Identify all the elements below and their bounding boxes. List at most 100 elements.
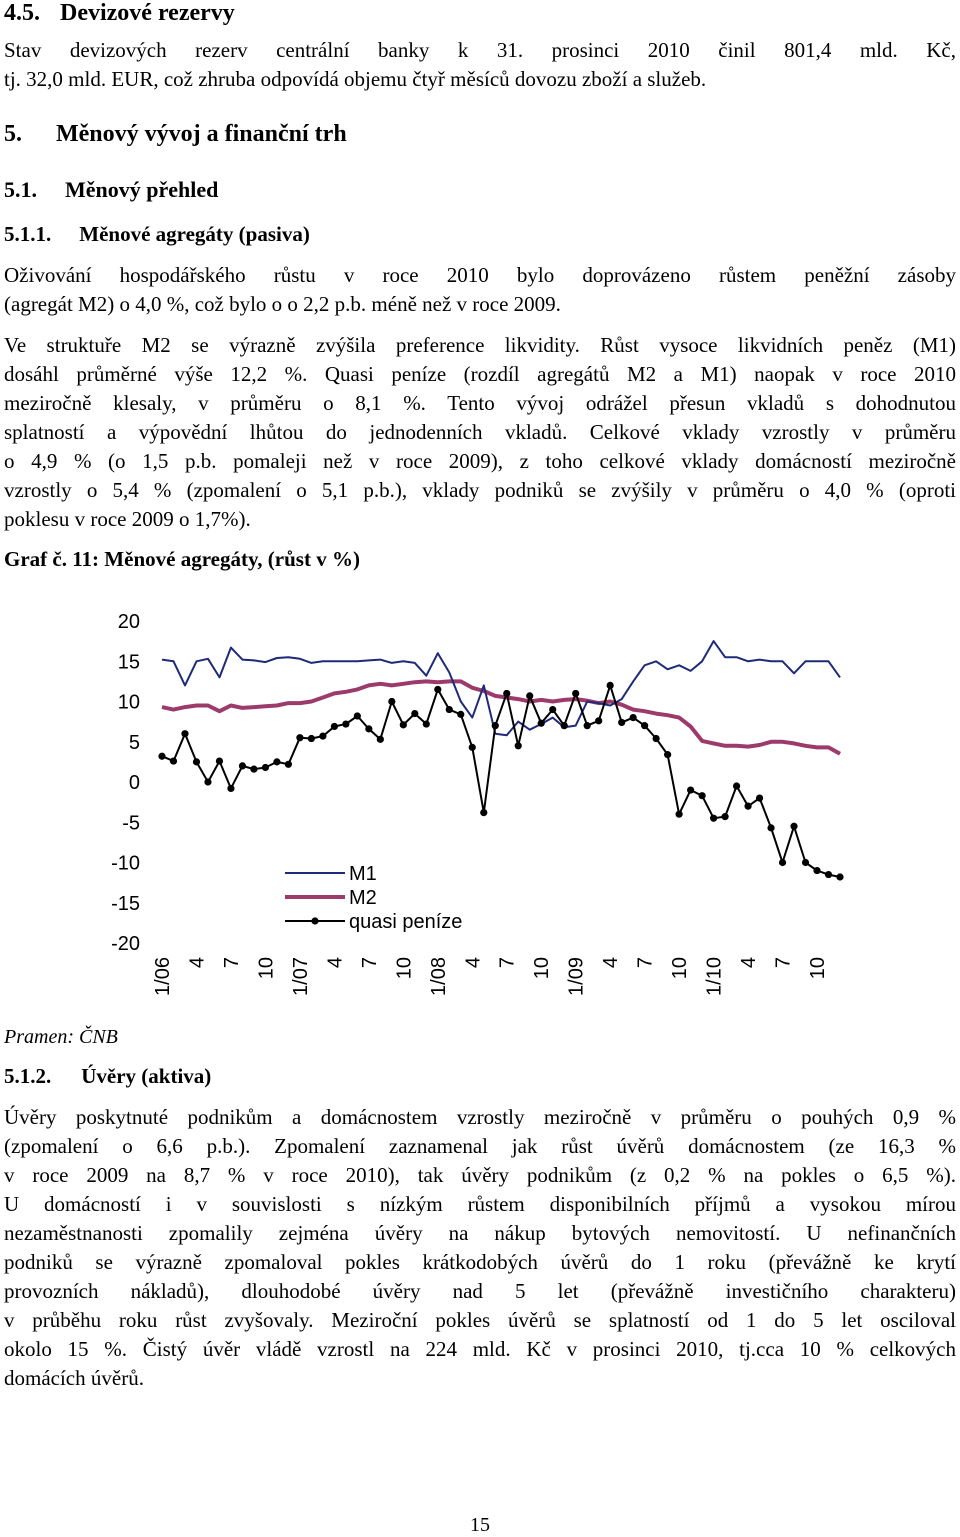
y-tick-label: 20	[118, 611, 140, 633]
paragraph-loans-line-1: Úvěry poskytnuté podnikům a domácnostem …	[4, 1105, 956, 1129]
data-point	[526, 692, 534, 700]
y-tick-label: -15	[111, 893, 140, 915]
x-tick-label: 7	[635, 957, 657, 968]
data-point	[767, 824, 775, 832]
paragraph-loans-line-8: v průběhu roku růst zvyšovaly. Meziroční…	[4, 1308, 956, 1332]
data-point	[296, 734, 304, 742]
data-point	[411, 709, 419, 718]
data-point	[445, 705, 453, 714]
data-point	[721, 813, 729, 821]
y-tick-label: 0	[129, 772, 140, 794]
x-tick-label: 4	[324, 957, 346, 968]
x-tick-label: 7	[221, 957, 243, 968]
section-heading-5: 5. Měnový vývoj a finanční trh	[4, 121, 347, 147]
section-heading-5-1: 5.1. Měnový přehled	[4, 177, 219, 202]
x-tick-label: 1/07	[290, 957, 312, 996]
paragraph-structure-line-6: vzrostly o 5,4 % (zpomalení o 5,1 p.b.),…	[4, 478, 956, 502]
data-point	[687, 786, 695, 794]
legend-marker	[311, 917, 319, 925]
paragraph-m2-line-2: (agregát M2) o 4,0 %, což bylo o o 2,2 p…	[4, 292, 561, 316]
data-point	[595, 717, 603, 725]
data-point	[572, 689, 580, 698]
paragraph-loans-line-2: (zpomalení o 6,6 p.b.). Zpomalení zaznam…	[4, 1134, 956, 1158]
data-point	[824, 870, 833, 879]
y-tick-label: -20	[111, 933, 140, 955]
data-point	[480, 808, 488, 817]
x-tick-label: 1/09	[566, 957, 588, 996]
x-tick-label: 10	[807, 957, 829, 979]
data-point	[330, 722, 338, 731]
paragraph-loans-line-4: U domácností i v souvislosti s nízkým rů…	[4, 1192, 956, 1216]
data-point	[238, 762, 247, 770]
data-point	[629, 714, 637, 722]
y-tick-label: -10	[111, 853, 140, 875]
paragraph-loans-line-10: domácích úvěrů.	[4, 1366, 144, 1390]
graph-caption: Graf č. 11: Měnové agregáty, (růst v %)	[4, 547, 360, 571]
data-point	[583, 722, 591, 730]
data-point	[169, 757, 178, 765]
x-tick-label: 10	[531, 957, 553, 979]
data-point	[319, 732, 327, 740]
paragraph-m2-line-1: Oživování hospodářského růstu v roce 201…	[4, 263, 956, 287]
data-point	[537, 719, 545, 727]
data-point	[457, 710, 465, 718]
paragraph-loans-line-6: podniků se výrazně zpomaloval pokles krá…	[4, 1250, 956, 1274]
paragraph-loans-line-3: v roce 2009 na 8,7 % v roce 2010), tak ú…	[4, 1163, 956, 1187]
legend-label: quasi peníze	[349, 911, 462, 933]
data-point	[158, 752, 166, 760]
data-point	[744, 802, 752, 810]
paragraph-reserves-line-2: tj. 32,0 mld. EUR, což zhruba odpovídá o…	[4, 67, 707, 91]
data-point	[388, 697, 396, 706]
section-heading-4-5: 4.5. Devizové rezervy	[4, 0, 235, 26]
data-point	[307, 734, 315, 743]
data-point	[284, 760, 293, 768]
x-tick-label: 10	[393, 957, 415, 979]
data-point	[560, 722, 568, 730]
data-point	[641, 722, 649, 730]
paragraph-structure-line-5: o 4,9 % (o 1,5 p.b. pomaleji než v roce …	[4, 449, 956, 473]
data-point	[434, 685, 442, 694]
paragraph-structure-line-3: meziročně klesaly, v průměru o 8,1 %. Te…	[4, 391, 956, 415]
x-tick-label: 7	[497, 957, 519, 968]
data-point	[353, 712, 361, 720]
paragraph-reserves-line-1: Stav devizových rezerv centrální banky k…	[4, 38, 956, 62]
data-point	[342, 720, 350, 728]
data-point	[790, 822, 798, 830]
x-tick-label: 4	[462, 957, 484, 968]
monetary-aggregates-chart: 20 15 10 5 0 -5 -10 -15 -20 1/06 4 7 10 1/07 4 7 10 1/08…	[111, 611, 844, 996]
x-tick-label: 1/08	[428, 957, 450, 996]
series-line	[161, 640, 841, 737]
x-tick-label: 7	[773, 957, 795, 968]
data-point	[606, 681, 614, 689]
x-tick-label: 4	[186, 957, 208, 968]
data-point	[468, 743, 476, 751]
data-point	[491, 722, 499, 730]
data-point	[778, 858, 787, 867]
series-layer	[158, 640, 844, 881]
data-point	[652, 734, 660, 743]
legend-label: M2	[349, 887, 377, 909]
data-point	[503, 689, 511, 698]
data-point	[376, 735, 384, 743]
paragraph-loans-line-5: nezaměstnanosti zpomalily zejména úvěry …	[4, 1221, 956, 1245]
legend-label: M1	[349, 863, 377, 885]
data-point	[422, 720, 430, 728]
y-tick-label: -5	[122, 812, 140, 834]
x-tick-label: 1/06	[152, 957, 174, 996]
data-point	[227, 784, 235, 793]
data-point	[365, 725, 373, 733]
data-point	[549, 705, 557, 714]
x-axis-labels: 1/06 4 7 10 1/07 4 7 10 1/08 4 7 10 1/09 4 7 10 1/10 4 7 10	[152, 957, 829, 996]
paragraph-structure-line-4: splatností a výpovědní lhůtou do jednode…	[4, 420, 956, 444]
data-point	[698, 792, 706, 800]
y-tick-label: 10	[118, 692, 140, 714]
y-tick-label: 15	[118, 651, 140, 673]
data-point	[836, 873, 844, 881]
data-point	[192, 758, 201, 766]
x-tick-label: 4	[738, 957, 760, 968]
x-tick-label: 4	[600, 957, 622, 968]
page-number: 15	[470, 1514, 490, 1536]
data-point	[732, 782, 741, 790]
data-point	[181, 730, 189, 738]
